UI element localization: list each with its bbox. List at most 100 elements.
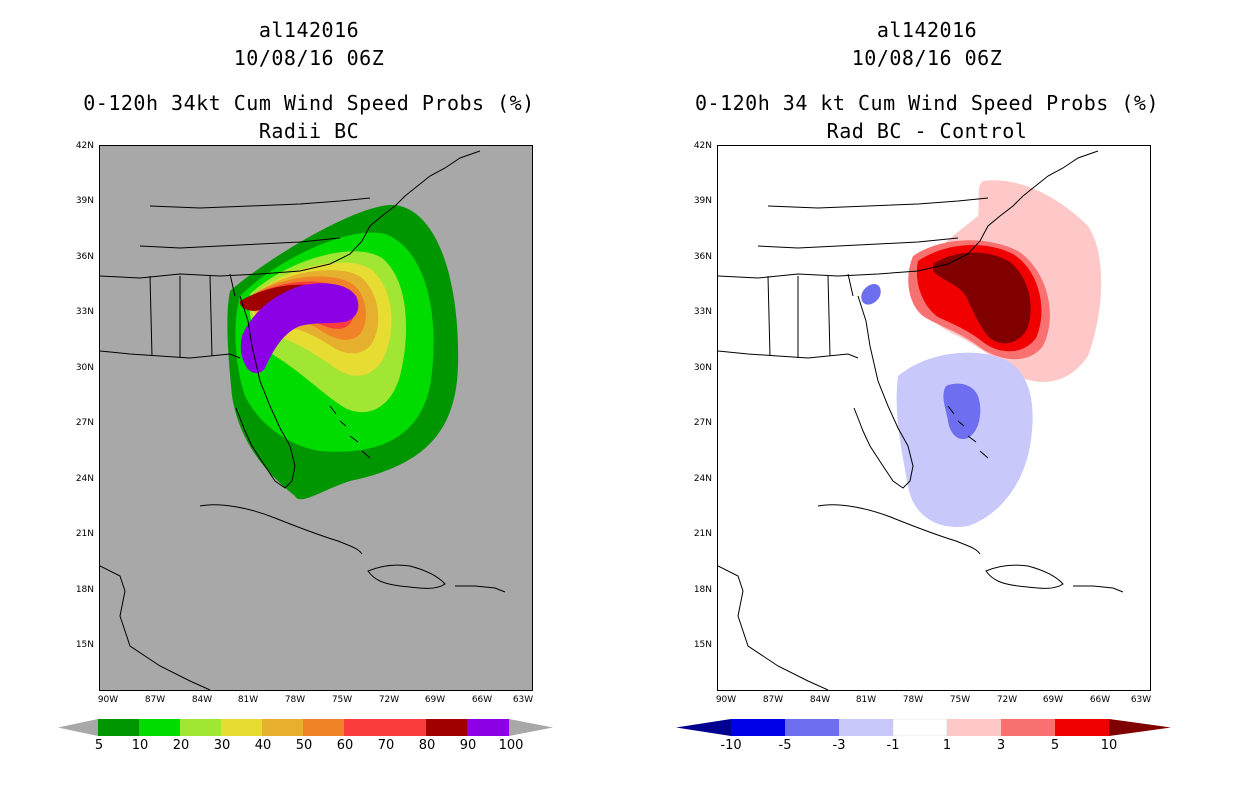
right-title-storm: al142016: [876, 18, 978, 42]
left-colorbar: [58, 719, 553, 736]
right-cb-label-1: 1: [942, 738, 952, 753]
diff-neg-small: [861, 284, 881, 305]
left-lon-81w: 81W: [237, 695, 259, 705]
left-lat-21n: 21N: [75, 529, 94, 539]
right-map: [717, 145, 1151, 691]
right-lat-39n: 39N: [693, 196, 712, 206]
left-title-product: 0-120h 34kt Cum Wind Speed Probs (%): [83, 91, 535, 115]
right-lat-36n: 36N: [693, 252, 712, 262]
left-lat-39n: 39N: [75, 196, 94, 206]
right-title-date: 10/08/16 06Z: [851, 46, 1003, 70]
right-lon-63w: 63W: [1130, 695, 1152, 705]
right-title-product: 0-120h 34 kt Cum Wind Speed Probs (%): [694, 91, 1160, 115]
left-lon-75w: 75W: [331, 695, 353, 705]
right-cb-label-neg1: -1: [886, 738, 900, 753]
right-colorbar: [676, 719, 1171, 736]
left-cb-label-40: 40: [254, 738, 272, 753]
left-panel: al142016 10/08/16 06Z 0-120h 34kt Cum Wi…: [58, 18, 553, 753]
right-cb-label-3: 3: [996, 738, 1006, 753]
left-cb-80-90: [426, 719, 467, 736]
left-lat-24n: 24N: [75, 474, 94, 484]
right-cb-under-arrow: [676, 719, 731, 736]
right-lat-21n: 21N: [693, 529, 712, 539]
left-lat-18n: 18N: [75, 585, 94, 595]
left-lat-33n: 33N: [75, 307, 94, 317]
right-cb-1-3: [947, 719, 1001, 736]
right-lat-33n: 33N: [693, 307, 712, 317]
left-cb-label-50: 50: [295, 738, 313, 753]
right-lon-90w: 90W: [715, 695, 737, 705]
left-cb-label-100: 100: [498, 738, 524, 753]
right-title-subtitle: Rad BC - Control: [826, 119, 1028, 143]
left-map-svg: [100, 150, 506, 690]
left-cb-label-30: 30: [213, 738, 231, 753]
left-cb-under-arrow: [58, 719, 98, 736]
right-lat-18n: 18N: [693, 585, 712, 595]
left-lon-87w: 87W: [144, 695, 166, 705]
right-lat-42n: 42N: [693, 141, 712, 151]
left-cb-label-90: 90: [459, 738, 477, 753]
right-cb-5-10: [1055, 719, 1109, 736]
left-lat-42n: 42N: [75, 141, 94, 151]
right-coastlines: [718, 150, 1124, 690]
right-lon-75w: 75W: [949, 695, 971, 705]
left-cb-over-arrow: [509, 719, 553, 736]
left-cb-20-30: [180, 719, 221, 736]
left-title-subtitle: Radii BC: [258, 119, 360, 143]
left-title-storm: al142016: [258, 18, 360, 42]
left-cb-90-100: [467, 719, 509, 736]
prob-90-100: [240, 283, 359, 374]
left-lon-63w: 63W: [512, 695, 534, 705]
left-coastlines: [100, 150, 506, 690]
left-lon-69w: 69W: [424, 695, 446, 705]
right-map-svg: [718, 150, 1124, 690]
right-cb-neg1-1: [892, 719, 948, 736]
left-cb-40-50: [262, 719, 303, 736]
left-cb-label-5: 5: [94, 738, 104, 753]
right-lon-72w: 72W: [996, 695, 1018, 705]
right-lon-81w: 81W: [855, 695, 877, 705]
left-cb-label-60: 60: [336, 738, 354, 753]
left-cb-label-10: 10: [131, 738, 149, 753]
right-lon-87w: 87W: [762, 695, 784, 705]
left-lon-84w: 84W: [191, 695, 213, 705]
diff-neg-3-5: [943, 383, 981, 440]
left-cb-30-40: [221, 719, 262, 736]
right-cb-3-5: [1001, 719, 1055, 736]
right-cb-label-neg10: -10: [720, 738, 742, 753]
right-cb-label-5: 5: [1050, 738, 1060, 753]
right-cb-neg3-neg1: [839, 719, 893, 736]
right-cb-neg10-neg5: [731, 719, 785, 736]
right-cb-label-neg5: -5: [778, 738, 792, 753]
right-lat-27n: 27N: [693, 418, 712, 428]
right-cb-over-arrow: [1109, 719, 1171, 736]
left-map: [99, 145, 533, 691]
right-lat-15n: 15N: [693, 640, 712, 650]
right-lon-66w: 66W: [1089, 695, 1111, 705]
left-lon-66w: 66W: [471, 695, 493, 705]
left-cb-10-20: [139, 719, 180, 736]
left-cb-label-70: 70: [377, 738, 395, 753]
right-lat-24n: 24N: [693, 474, 712, 484]
right-cb-neg5-neg3: [785, 719, 839, 736]
right-lat-30n: 30N: [693, 363, 712, 373]
left-lat-36n: 36N: [75, 252, 94, 262]
left-cb-60-70: [344, 719, 385, 736]
left-cb-50-60: [303, 719, 344, 736]
left-cb-70-80: [385, 719, 426, 736]
left-lat-27n: 27N: [75, 418, 94, 428]
diff-neg-1-3: [896, 352, 1033, 527]
left-cb-label-20: 20: [172, 738, 190, 753]
left-lon-90w: 90W: [97, 695, 119, 705]
right-lon-69w: 69W: [1042, 695, 1064, 705]
right-cb-label-10: 10: [1100, 738, 1118, 753]
left-lat-30n: 30N: [75, 363, 94, 373]
left-lat-15n: 15N: [75, 640, 94, 650]
left-lon-72w: 72W: [378, 695, 400, 705]
right-panel: al142016 10/08/16 06Z 0-120h 34 kt Cum W…: [618, 0, 1236, 800]
diff-pos-10: [933, 252, 1031, 344]
right-cb-label-neg3: -3: [832, 738, 846, 753]
left-lon-78w: 78W: [284, 695, 306, 705]
right-lon-84w: 84W: [809, 695, 831, 705]
left-title-date: 10/08/16 06Z: [233, 46, 385, 70]
